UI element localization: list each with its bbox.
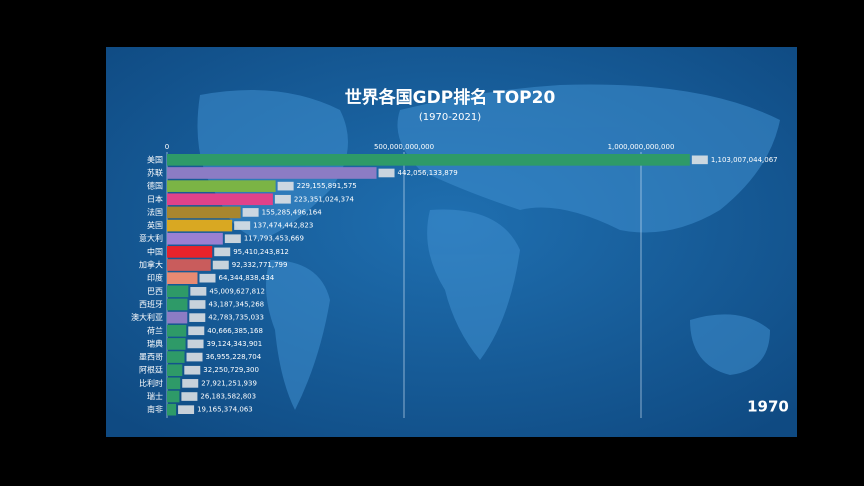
flag <box>234 221 251 230</box>
category-label: 法国 <box>147 207 163 217</box>
flag <box>242 208 259 217</box>
value-label: 40,666,385,168 <box>207 327 263 335</box>
value-label: 137,474,442,823 <box>253 222 313 230</box>
bar <box>167 298 188 311</box>
flag <box>188 326 205 336</box>
bar <box>167 351 185 363</box>
bar <box>167 403 177 416</box>
bar <box>167 232 223 245</box>
bar <box>167 219 233 232</box>
value-label: 92,332,771,799 <box>232 261 288 269</box>
value-label: 442,056,133,879 <box>398 169 458 177</box>
bar <box>167 167 377 179</box>
category-label: 英国 <box>147 220 163 230</box>
x-tick-label: 1,000,000,000,000 <box>608 143 675 151</box>
value-label: 95,410,243,812 <box>233 248 289 256</box>
category-label: 德国 <box>147 181 163 191</box>
category-label: 南非 <box>147 404 163 414</box>
category-label: 印度 <box>147 273 163 283</box>
category-label: 意大利 <box>139 233 163 243</box>
category-label: 加拿大 <box>139 260 163 270</box>
category-label: 巴西 <box>147 287 163 296</box>
flag <box>277 181 294 191</box>
flag <box>190 287 207 296</box>
category-label: 比利时 <box>139 378 163 388</box>
value-label: 32,250,729,300 <box>203 366 259 374</box>
bar <box>167 154 690 166</box>
flag <box>189 300 206 309</box>
flag <box>187 339 204 349</box>
flag <box>199 273 216 283</box>
flag <box>178 405 195 414</box>
flag <box>181 392 198 401</box>
flag <box>274 194 291 204</box>
chart-subtitle: (1970-2021) <box>419 112 481 123</box>
bar <box>167 377 181 390</box>
flag <box>189 313 206 322</box>
bar <box>167 246 213 258</box>
value-label: 43,187,345,268 <box>208 300 264 308</box>
bar <box>167 272 198 284</box>
year-label: 1970 <box>747 398 789 416</box>
value-label: 36,955,228,704 <box>206 353 262 361</box>
value-label: 45,009,627,812 <box>209 287 265 295</box>
bar <box>167 338 186 350</box>
value-label: 26,183,582,803 <box>200 393 256 401</box>
category-label: 瑞士 <box>147 391 163 401</box>
category-label: 苏联 <box>147 167 163 177</box>
value-label: 223,351,024,374 <box>294 195 355 203</box>
value-label: 117,793,453,669 <box>244 235 304 243</box>
value-label: 39,124,343,901 <box>207 340 263 348</box>
category-label: 墨西哥 <box>139 353 163 362</box>
category-label: 澳大利亚 <box>131 312 163 322</box>
flag <box>184 365 201 375</box>
value-label: 155,285,496,164 <box>262 208 323 216</box>
value-label: 42,783,735,033 <box>208 314 264 322</box>
bar <box>167 193 273 206</box>
value-label: 229,155,891,575 <box>297 182 357 190</box>
category-label: 中国 <box>147 246 163 256</box>
bar <box>167 324 187 337</box>
bar <box>167 285 189 298</box>
bar <box>167 390 180 403</box>
category-label: 荷兰 <box>147 325 163 335</box>
x-tick-label: 500,000,000,000 <box>374 143 434 151</box>
flag <box>378 168 395 178</box>
flag <box>224 234 241 244</box>
bar <box>167 180 276 192</box>
value-label: 1,103,007,044,067 <box>711 156 778 164</box>
value-label: 27,921,251,939 <box>201 379 257 387</box>
flag <box>182 379 199 388</box>
category-label: 西班牙 <box>139 299 163 309</box>
category-label: 阿根廷 <box>139 365 163 375</box>
category-label: 瑞典 <box>147 338 163 348</box>
x-tick-label: 0 <box>165 143 169 151</box>
value-label: 64,344,838,434 <box>218 274 274 282</box>
value-label: 19,165,374,063 <box>197 406 253 414</box>
flag <box>691 155 708 165</box>
bar <box>167 206 241 219</box>
flag <box>186 352 203 362</box>
bar <box>167 311 188 324</box>
chart-title: 世界各国GDP排名 TOP20 <box>345 87 556 108</box>
bar <box>167 259 211 271</box>
category-label: 美国 <box>147 154 163 164</box>
bar <box>167 364 183 377</box>
category-label: 日本 <box>147 194 163 204</box>
flag <box>214 247 231 257</box>
flag <box>212 260 229 270</box>
